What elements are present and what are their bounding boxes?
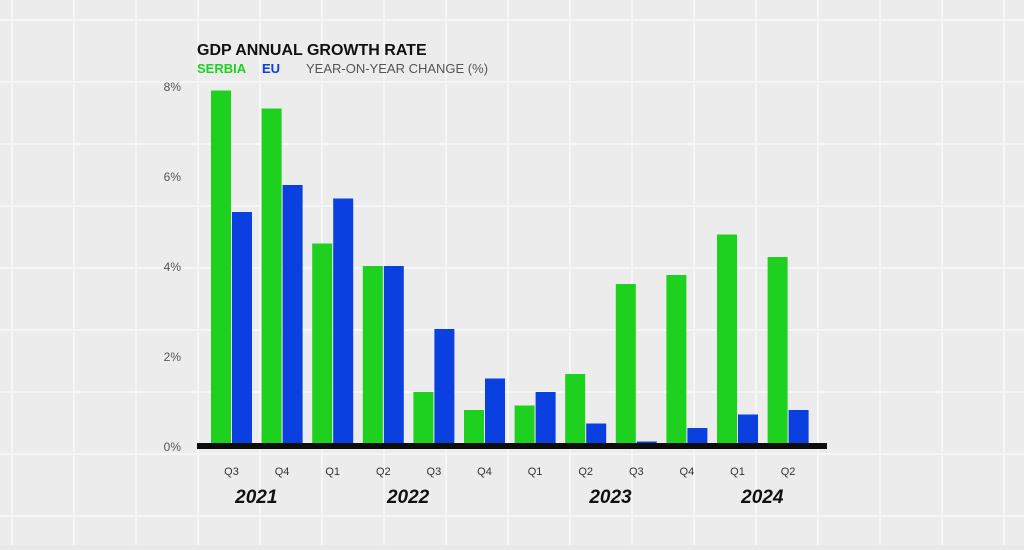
chart-title: GDP ANNUAL GROWTH RATE — [197, 42, 427, 59]
x-tick-label: Q4 — [477, 466, 492, 478]
year-label-2022: 2022 — [386, 487, 430, 508]
bar-eu-2 — [333, 198, 354, 446]
bar-eu-0 — [232, 212, 252, 446]
y-tick-label: 4% — [164, 260, 182, 274]
bar-serbia-0 — [211, 90, 231, 446]
x-tick-label: Q2 — [578, 466, 593, 478]
bar-eu-6 — [535, 392, 556, 446]
bar-serbia-11 — [767, 257, 788, 446]
legend-eu: EU — [262, 61, 280, 76]
chart-subtitle: YEAR-ON-YEAR CHANGE (%) — [306, 61, 488, 76]
x-tick-label: Q3 — [427, 466, 442, 478]
bar-serbia-8 — [615, 284, 636, 446]
x-tick-label: Q1 — [325, 466, 340, 478]
bar-serbia-1 — [261, 108, 282, 446]
bar-eu-7 — [586, 423, 607, 446]
y-axis-ticks: 0% 2% 4% 6% 8% — [164, 80, 182, 454]
x-tick-label: Q1 — [730, 466, 745, 478]
legend-serbia: SERBIA — [197, 61, 247, 76]
x-tick-label: Q3 — [629, 466, 644, 478]
bar-eu-3 — [383, 266, 404, 446]
bar-serbia-9 — [666, 275, 687, 446]
bar-serbia-10 — [717, 234, 737, 446]
x-tick-label: Q1 — [528, 466, 543, 478]
bar-serbia-5 — [464, 410, 484, 446]
bar-serbia-4 — [413, 392, 434, 446]
y-tick-label: 0% — [164, 440, 182, 454]
year-labels: 2021 2022 2023 2024 — [234, 487, 784, 508]
y-tick-label: 2% — [164, 350, 182, 364]
year-label-2021: 2021 — [234, 487, 277, 508]
x-axis-line — [197, 443, 827, 449]
x-tick-label: Q2 — [376, 466, 391, 478]
x-axis-ticks: Q3 Q4 Q1 Q2 Q3 Q4 Q1 Q2 Q3 Q4 Q1 Q2 — [224, 466, 795, 478]
year-label-2023: 2023 — [588, 487, 632, 508]
bar-eu-4 — [434, 329, 455, 446]
x-tick-label: Q4 — [680, 466, 695, 478]
bar-series — [211, 90, 809, 446]
bar-serbia-2 — [312, 243, 333, 446]
x-tick-label: Q4 — [275, 466, 290, 478]
bar-serbia-6 — [514, 405, 535, 446]
bar-eu-10 — [738, 414, 758, 446]
bar-serbia-3 — [362, 266, 383, 446]
bar-serbia-7 — [565, 374, 586, 446]
bar-eu-11 — [788, 410, 809, 446]
y-tick-label: 8% — [164, 80, 182, 94]
year-label-2024: 2024 — [740, 487, 784, 508]
bar-eu-5 — [485, 378, 505, 446]
bar-eu-9 — [687, 428, 708, 446]
legend: SERBIA EU YEAR-ON-YEAR CHANGE (%) — [197, 61, 488, 76]
bar-eu-1 — [282, 185, 303, 446]
x-tick-label: Q3 — [224, 466, 239, 478]
x-tick-label: Q2 — [781, 466, 796, 478]
y-tick-label: 6% — [164, 170, 182, 184]
